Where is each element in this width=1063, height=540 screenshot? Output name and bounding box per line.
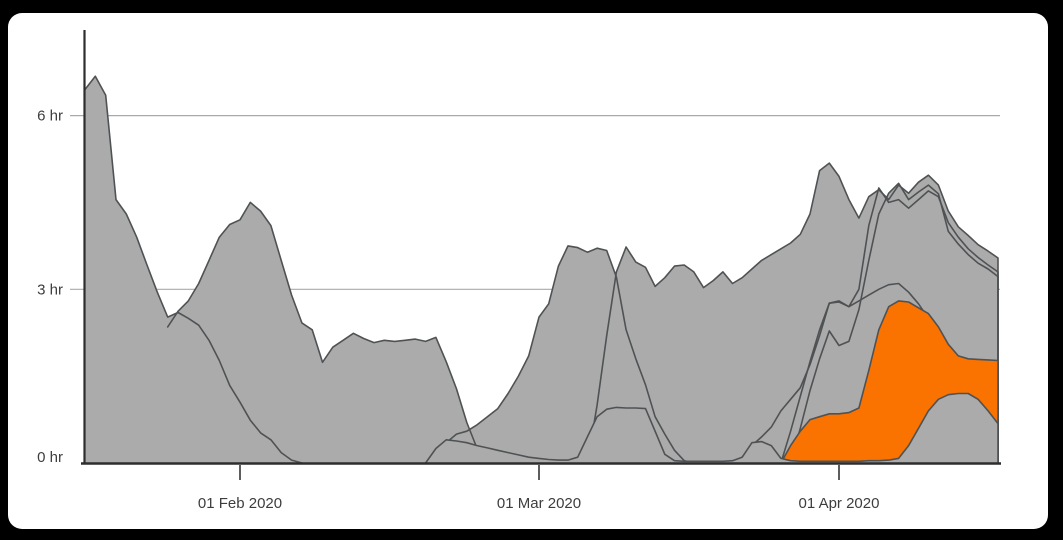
series-2-outline [166,201,499,464]
series-3-outline [424,245,695,464]
y-tick-label-6hr: 6 hr [37,108,63,125]
x-tick-label-feb: 01 Feb 2020 [198,495,282,512]
axes [81,30,1001,480]
series-4-outline [586,162,999,464]
axis-labels: 0 hr 3 hr 6 hr 01 Feb 2020 01 Mar 2020 0… [37,108,879,512]
x-tick-label-apr: 01 Apr 2020 [799,495,880,512]
y-tick-label-3hr: 3 hr [37,281,63,298]
highlight-and-front-areas [424,300,999,464]
series-5-outline [780,187,999,464]
area-outlines [84,75,999,464]
series-front-outline [424,392,999,464]
series-1-area [85,76,302,463]
series-2-area [167,202,498,463]
y-tick-label-0hr: 0 hr [37,449,63,466]
series-front-area [425,393,999,463]
x-tick-label-mar: 01 Mar 2020 [497,495,581,512]
series-highlight-outline [780,300,999,464]
series-1-outline [84,75,303,464]
series-6-outline [789,182,999,464]
